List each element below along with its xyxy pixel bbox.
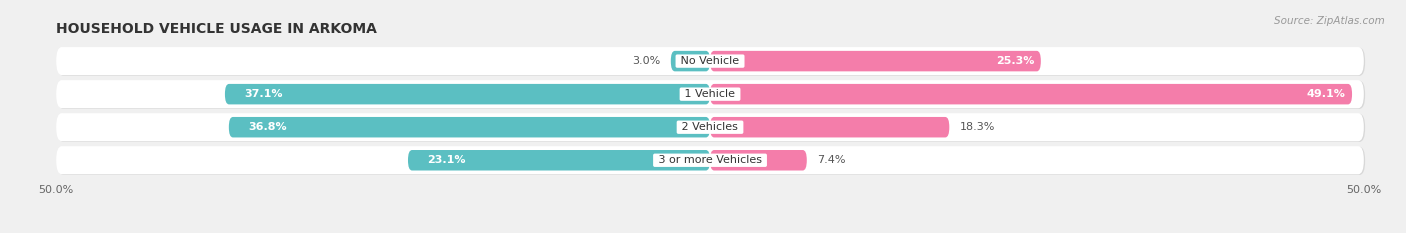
Text: 7.4%: 7.4% (817, 155, 846, 165)
FancyBboxPatch shape (56, 47, 1364, 75)
Text: 2 Vehicles: 2 Vehicles (678, 122, 742, 132)
Text: 25.3%: 25.3% (995, 56, 1035, 66)
Text: Source: ZipAtlas.com: Source: ZipAtlas.com (1274, 16, 1385, 26)
FancyBboxPatch shape (58, 81, 1365, 109)
Text: 23.1%: 23.1% (427, 155, 467, 165)
Text: No Vehicle: No Vehicle (678, 56, 742, 66)
Text: 49.1%: 49.1% (1306, 89, 1346, 99)
FancyBboxPatch shape (58, 114, 1365, 142)
FancyBboxPatch shape (56, 146, 1364, 174)
FancyBboxPatch shape (671, 51, 710, 71)
FancyBboxPatch shape (229, 117, 710, 137)
FancyBboxPatch shape (710, 84, 1353, 104)
FancyBboxPatch shape (710, 51, 1040, 71)
FancyBboxPatch shape (408, 150, 710, 171)
FancyBboxPatch shape (56, 80, 1364, 108)
FancyBboxPatch shape (710, 150, 807, 171)
Text: 36.8%: 36.8% (249, 122, 287, 132)
FancyBboxPatch shape (56, 113, 1364, 141)
Text: 3 or more Vehicles: 3 or more Vehicles (655, 155, 765, 165)
Text: 18.3%: 18.3% (960, 122, 995, 132)
FancyBboxPatch shape (225, 84, 710, 104)
Text: 37.1%: 37.1% (245, 89, 283, 99)
FancyBboxPatch shape (58, 147, 1365, 175)
Text: 3.0%: 3.0% (633, 56, 661, 66)
FancyBboxPatch shape (58, 48, 1365, 76)
Text: 1 Vehicle: 1 Vehicle (682, 89, 738, 99)
FancyBboxPatch shape (710, 117, 949, 137)
Text: HOUSEHOLD VEHICLE USAGE IN ARKOMA: HOUSEHOLD VEHICLE USAGE IN ARKOMA (56, 22, 377, 36)
